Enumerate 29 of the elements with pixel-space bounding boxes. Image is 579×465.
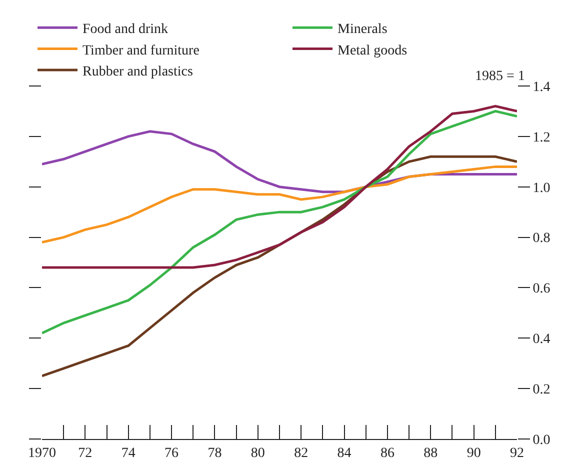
- legend-label: Timber and furniture: [82, 43, 200, 58]
- line-series: [42, 104, 517, 269]
- x-tick-label: 88: [424, 446, 438, 461]
- y-tick-label: 0.2: [532, 382, 550, 398]
- y-tick-label: 1.0: [532, 180, 550, 196]
- y-tick-label: 1.2: [532, 130, 550, 146]
- y-tick-label: 1.4: [532, 80, 550, 95]
- line-series: [42, 165, 517, 244]
- x-tick-label: 90: [466, 446, 481, 461]
- y-tick-label: 0.0: [532, 432, 550, 448]
- x-tick-label: 84: [337, 446, 352, 461]
- legend-label: Rubber and plastics: [82, 64, 193, 80]
- line-series: [42, 110, 517, 334]
- x-tick-label: 82: [294, 446, 308, 461]
- x-tick-label: 72: [78, 446, 92, 461]
- legend-label: Food and drink: [82, 22, 168, 38]
- x-tick-label: 78: [208, 446, 222, 461]
- text: 1985 = 1: [475, 69, 525, 84]
- x-tick-label: 92: [510, 446, 524, 461]
- x-tick-label: 1970: [28, 446, 56, 461]
- y-tick-label: 0.4: [532, 332, 550, 348]
- legend-label: Metal goods: [338, 43, 408, 58]
- y-tick-label: 0.8: [532, 231, 550, 246]
- x-tick-label: 74: [121, 446, 136, 461]
- legend-label: Minerals: [338, 22, 388, 38]
- x-tick-label: 80: [250, 446, 265, 461]
- y-tick-label: 0.6: [532, 282, 550, 297]
- x-tick-label: 76: [164, 446, 179, 461]
- x-tick-label: 86: [380, 446, 394, 461]
